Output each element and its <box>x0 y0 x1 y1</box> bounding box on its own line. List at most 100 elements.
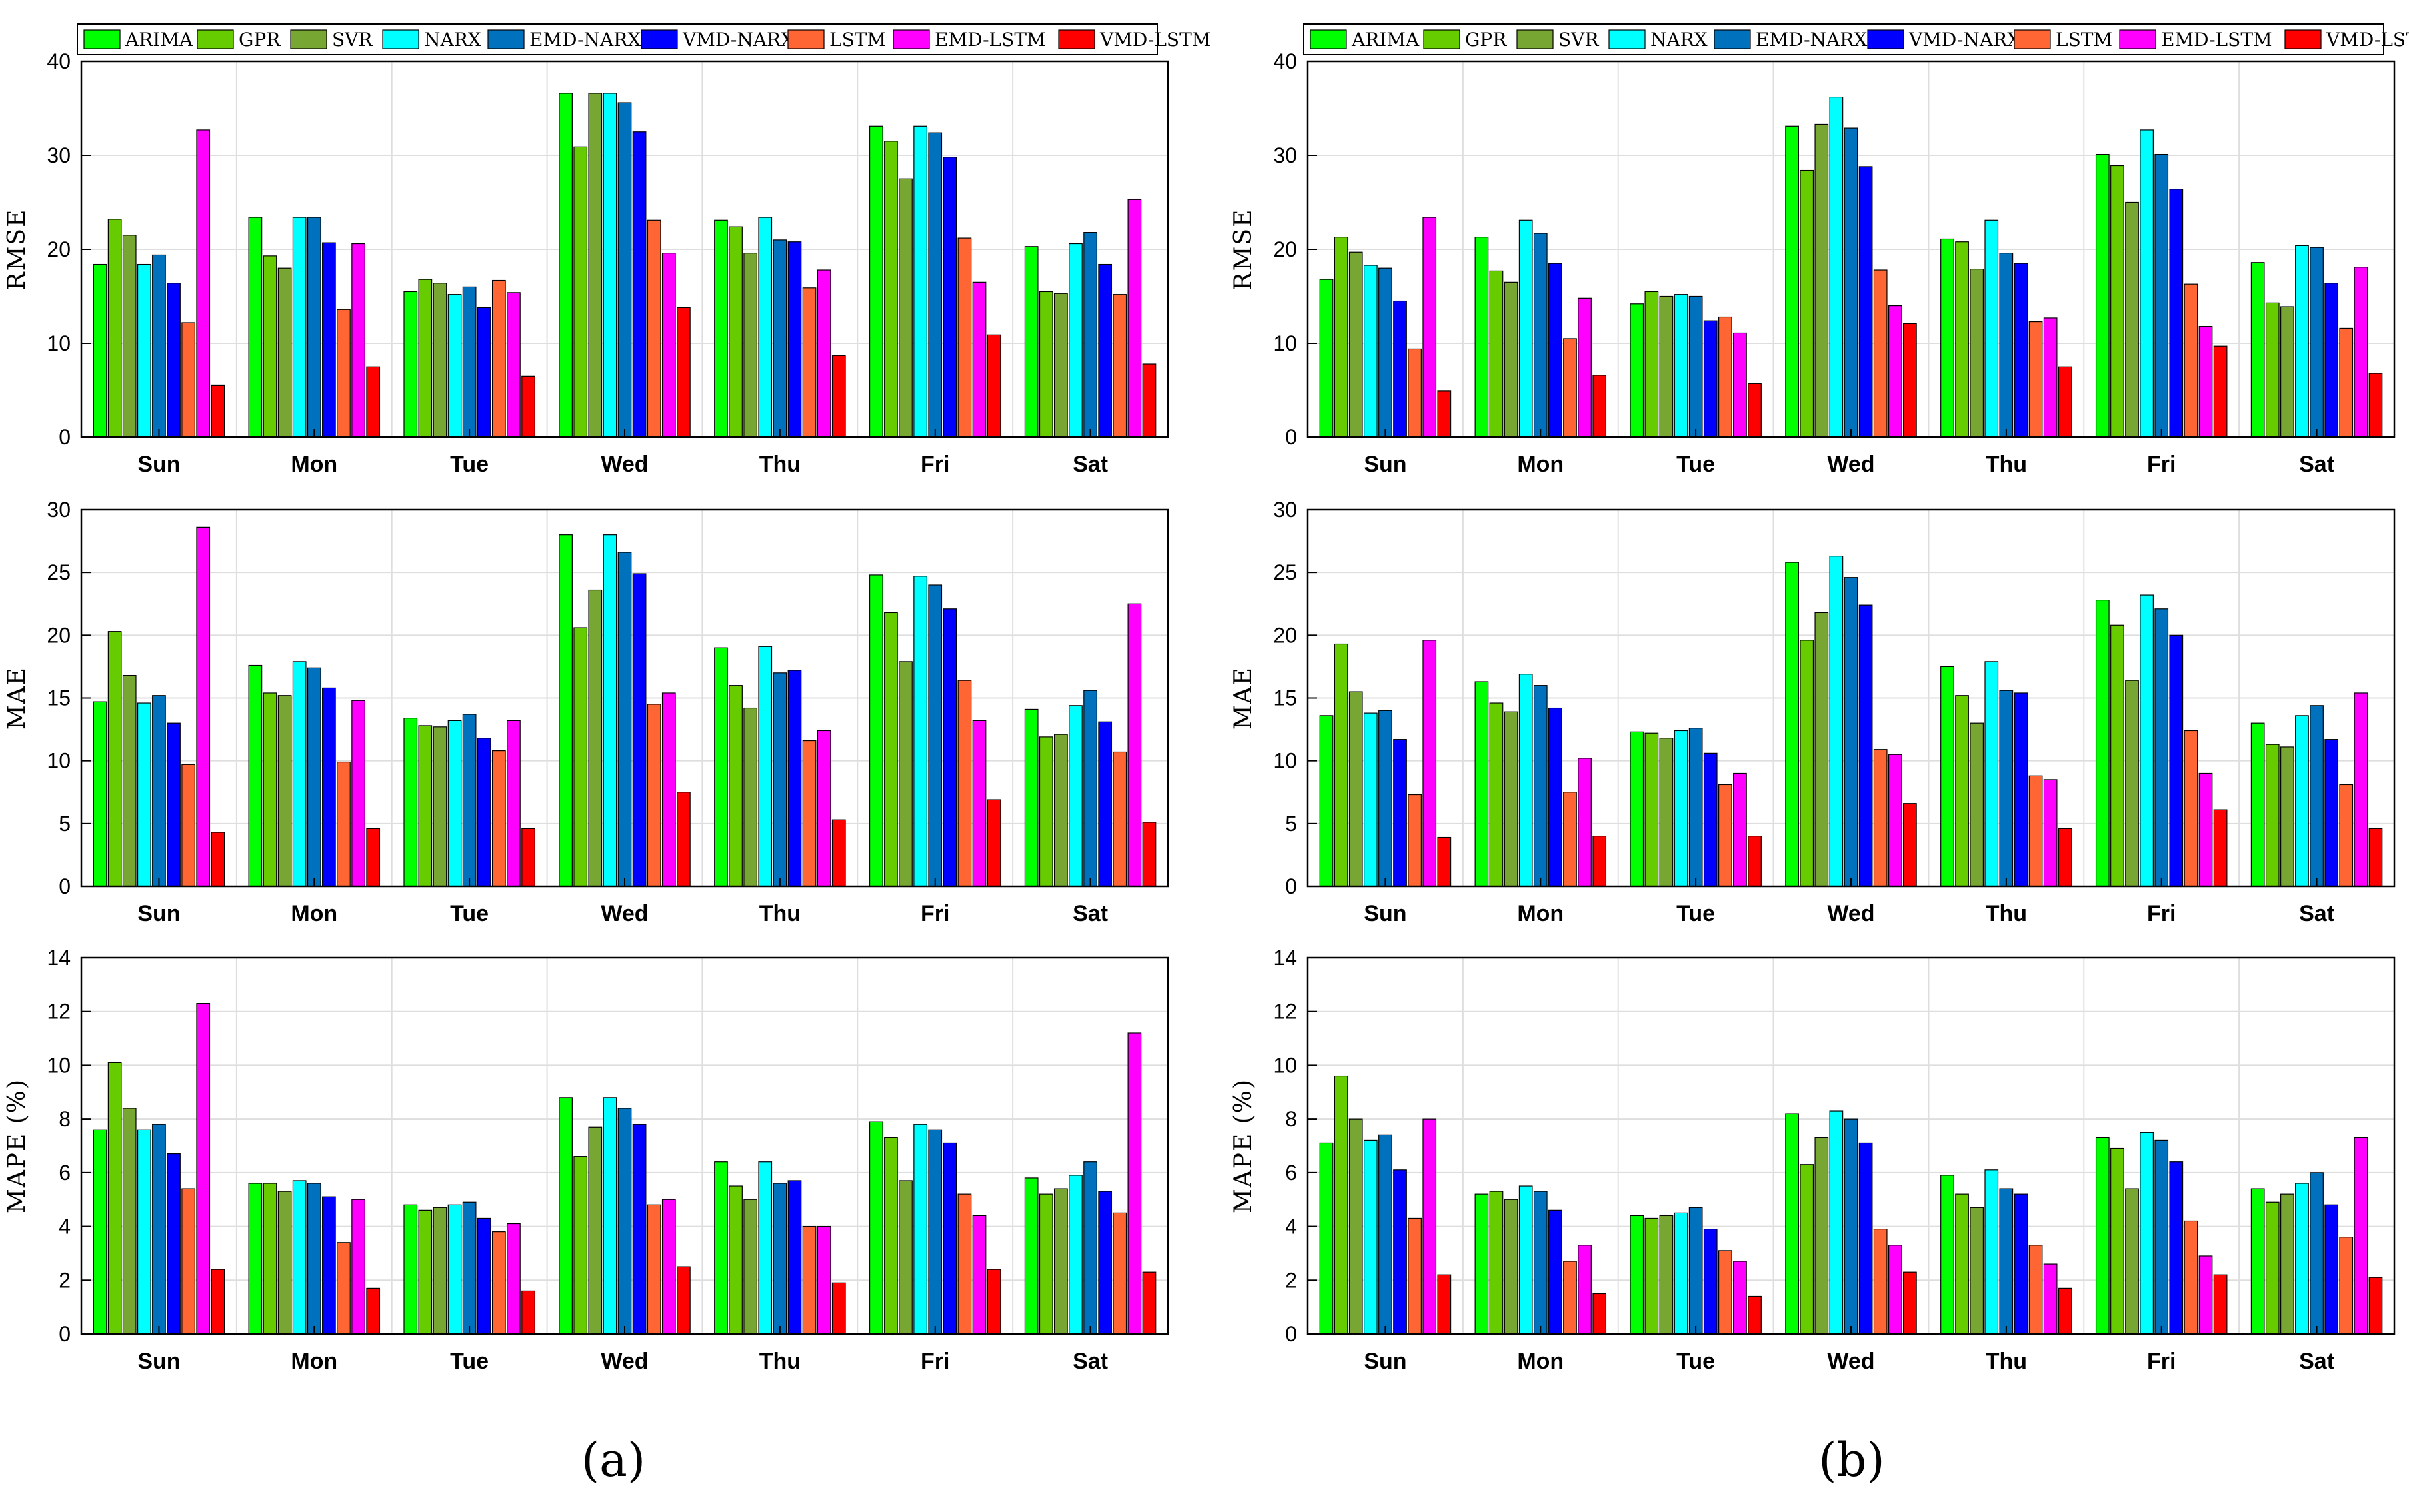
chart-a-rmse: 0 10 20 30 40 Sun Mon Tue Wed Thu Fri Sat RMSE ARIMA G… <box>3 23 1210 477</box>
legend-label: ARIMA <box>125 29 193 51</box>
bar-lstm-mon <box>337 1242 351 1335</box>
bar-vmd-narx-fri <box>943 608 957 887</box>
bar-arima-wed <box>559 1097 573 1335</box>
bar-lstm-sat <box>1113 294 1127 438</box>
bar-svr-fri <box>2125 201 2139 438</box>
bar-lstm-thu <box>802 740 817 887</box>
bar-emd-lstm-tue <box>507 720 521 887</box>
legend-label: ARIMA <box>1351 29 1420 51</box>
bar-vmd-narx-sat <box>1098 721 1113 887</box>
bar-emd-lstm-sun <box>196 129 211 438</box>
bar-narx-sat <box>1069 243 1083 438</box>
bar-emd-narx-mon <box>1533 1191 1548 1335</box>
bar-gpr-mon <box>1489 1191 1504 1335</box>
bar-gpr-tue <box>418 725 433 887</box>
bar-gpr-thu <box>729 685 743 887</box>
bar-emd-narx-mon <box>307 667 321 887</box>
bar-narx-wed <box>603 1097 617 1335</box>
x-tick-label: Fri <box>921 901 949 926</box>
legend-swatch-arima <box>1310 29 1347 49</box>
bar-lstm-sun <box>1408 348 1422 438</box>
y-tick-label: 8 <box>1285 1107 1297 1131</box>
y-tick-label: 10 <box>47 1053 71 1077</box>
bar-arima-sat <box>2250 1188 2265 1335</box>
bar-gpr-fri <box>2110 1147 2124 1335</box>
bar-vmd-narx-mon <box>322 687 336 887</box>
x-tick-label: Thu <box>759 1349 801 1374</box>
x-tick-label: Tue <box>450 1349 489 1374</box>
bar-emd-narx-mon <box>307 217 321 438</box>
bar-emd-narx-wed <box>617 1108 632 1335</box>
bar-vmd-lstm-sun <box>211 384 225 438</box>
x-tick-label: Sun <box>1364 1349 1406 1374</box>
bar-svr-sat <box>1054 293 1068 438</box>
bar-narx-fri <box>2140 594 2154 887</box>
bar-emd-lstm-sat <box>2354 1137 2368 1335</box>
bar-gpr-fri <box>884 141 898 438</box>
bar-lstm-mon <box>1563 338 1577 438</box>
x-tick-label: Fri <box>2147 452 2176 477</box>
chart-b-rmse: 0 10 20 30 40 Sun Mon Tue Wed Thu Fri Sat RMSE ARIMA G… <box>1230 23 2409 477</box>
bar-narx-sun <box>137 263 151 438</box>
bar-arima-mon <box>1474 237 1489 438</box>
bar-emd-lstm-tue <box>507 1223 521 1335</box>
bar-emd-narx-fri <box>2154 153 2169 438</box>
y-tick-label: 0 <box>59 425 71 449</box>
bar-emd-narx-sat <box>2310 247 2324 438</box>
bar-svr-tue <box>1659 1215 1674 1335</box>
x-tick-label: Thu <box>759 452 801 477</box>
legend-swatch-lstm <box>2014 29 2051 49</box>
bar-narx-tue <box>1674 730 1688 887</box>
x-tick-label: Sat <box>1073 901 1108 926</box>
bar-lstm-sun <box>181 764 195 887</box>
bar-gpr-tue <box>1644 1217 1659 1335</box>
legend-label: VMD-NARX <box>682 29 794 51</box>
panel-label-a: (a) <box>581 1433 646 1487</box>
chart-a-mae: 0 5 10 15 20 25 30 Sun Mon Tue Wed Thu Fri Sat MAE <box>3 498 1169 926</box>
bar-emd-lstm-tue <box>1733 332 1747 438</box>
y-tick-label: 30 <box>47 498 71 522</box>
x-tick-label: Sat <box>2299 452 2334 477</box>
bar-svr-fri <box>2125 680 2139 887</box>
y-tick-label: 20 <box>1273 237 1297 261</box>
bar-arima-wed <box>1785 562 1799 887</box>
bar-narx-mon <box>1518 674 1533 887</box>
y-tick-label: 40 <box>47 49 71 73</box>
bar-gpr-sat <box>2265 302 2280 438</box>
y-tick-label: 0 <box>59 1322 71 1346</box>
bar-vmd-narx-fri <box>2169 1161 2184 1335</box>
bar-vmd-narx-sat <box>1098 1191 1113 1335</box>
bar-lstm-sat <box>2339 784 2354 887</box>
legend-swatch-vmd-lstm <box>1058 29 1095 49</box>
bar-emd-lstm-wed <box>1888 1245 1902 1335</box>
bar-narx-wed <box>603 93 617 438</box>
x-tick-label: Sun <box>1364 901 1406 926</box>
x-tick-label: Fri <box>2147 1349 2176 1374</box>
bar-lstm-mon <box>1563 1261 1577 1335</box>
bar-gpr-tue <box>418 279 433 438</box>
bar-narx-sat <box>2295 715 2309 887</box>
bar-emd-lstm-sat <box>1127 1032 1142 1335</box>
y-tick-label: 20 <box>1273 623 1297 647</box>
bar-vmd-lstm-mon <box>366 1287 381 1335</box>
bar-gpr-tue <box>1644 291 1659 438</box>
bar-gpr-mon <box>263 255 277 438</box>
bar-vmd-narx-mon <box>322 242 336 438</box>
bar-vmd-lstm-tue <box>521 375 535 438</box>
bar-gpr-sat <box>1039 1193 1053 1335</box>
bar-svr-sat <box>2280 1193 2294 1335</box>
bar-lstm-fri <box>957 1193 972 1335</box>
bar-narx-fri <box>2140 129 2154 438</box>
bar-vmd-narx-tue <box>477 1217 491 1335</box>
bar-vmd-narx-thu <box>787 1180 802 1335</box>
bar-vmd-lstm-thu <box>2058 1287 2072 1335</box>
axes-box <box>1306 508 2396 888</box>
bar-emd-lstm-mon <box>351 1199 365 1335</box>
y-axis-label: RMSE <box>3 209 31 291</box>
bar-narx-tue <box>1674 294 1688 438</box>
bar-emd-lstm-thu <box>2043 1263 2058 1335</box>
bar-gpr-thu <box>1955 695 1969 887</box>
bar-vmd-lstm-sun <box>1437 390 1452 438</box>
bar-lstm-fri <box>957 237 972 438</box>
bar-svr-tue <box>1659 295 1674 438</box>
